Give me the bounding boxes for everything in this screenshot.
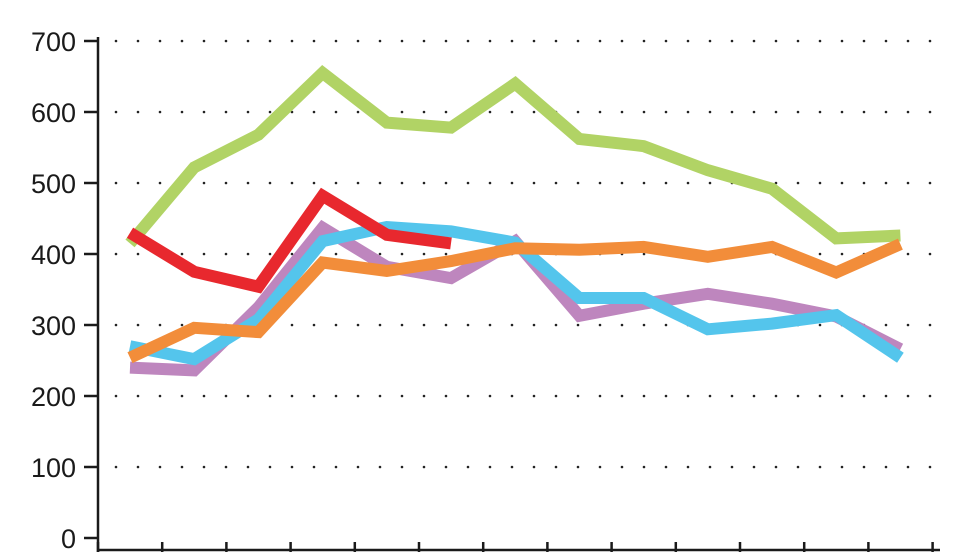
y-tick-label-400: 400: [31, 240, 76, 270]
y-tick-label-200: 200: [31, 382, 76, 412]
y-tick-label-600: 600: [31, 98, 76, 128]
series-line-1: [125, 64, 901, 248]
y-tick-label-0: 0: [61, 524, 76, 552]
x-axis: [96, 542, 940, 552]
y-tick-label-500: 500: [31, 169, 76, 199]
y-tick-label-100: 100: [31, 453, 76, 483]
series-line-5: [126, 187, 452, 294]
series-line-4: [127, 238, 903, 364]
y-tick-label-300: 300: [31, 311, 76, 341]
y-axis: 0 100 200 300 400 500 600 700: [31, 27, 100, 552]
series-lines: [125, 64, 904, 377]
y-tick-label-700: 700: [31, 27, 76, 57]
